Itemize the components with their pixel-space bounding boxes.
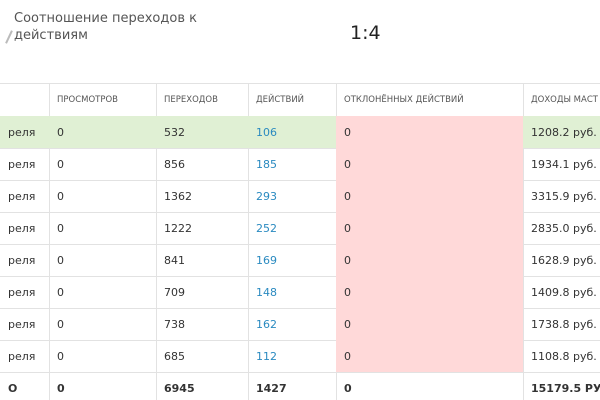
table-cell: реля [0, 276, 50, 309]
table-cell: 841 [156, 244, 249, 277]
table-cell: 1738.8 руб. [523, 308, 600, 341]
table-cell: реля [0, 340, 50, 373]
table-cell: 148 [248, 276, 337, 309]
table-cell: 3315.9 руб. [523, 180, 600, 213]
table-cell: 252 [248, 212, 337, 245]
table-cell: 1934.1 руб. [523, 148, 600, 181]
table-cell: 1108.8 руб. [523, 340, 600, 373]
ratio: 1:4 [350, 22, 381, 44]
table-cell: 0 [49, 276, 157, 309]
table-cell: 106 [248, 116, 337, 149]
table-cell: 1409.8 руб. [523, 276, 600, 309]
total-cell: О [0, 372, 50, 400]
table-cell: 0 [336, 244, 524, 277]
icon [5, 30, 13, 44]
table-cell: 0 [49, 116, 157, 149]
table-cell: 1362 [156, 180, 249, 213]
table-cell: 1222 [156, 212, 249, 245]
total-cell: 0 [49, 372, 157, 400]
table-cell: 0 [336, 340, 524, 373]
header-cell: ДОХОДЫ МАСТ [523, 83, 600, 117]
table-cell: 0 [336, 148, 524, 181]
table-cell: 0 [336, 276, 524, 309]
table-cell: 162 [248, 308, 337, 341]
header-cell: ДЕЙСТВИЙ [248, 83, 337, 117]
table-cell: 0 [336, 212, 524, 245]
table-cell: 0 [49, 244, 157, 277]
total-cell: 6945 [156, 372, 249, 400]
table-cell: реля [0, 148, 50, 181]
table-cell: 0 [49, 212, 157, 245]
table-cell: 0 [336, 180, 524, 213]
table-cell: 709 [156, 276, 249, 309]
total-cell: 1427 [248, 372, 337, 400]
total-cell: 0 [336, 372, 524, 400]
total-cell: 15179.5 РУБ. [523, 372, 600, 400]
table-cell: 1628.9 руб. [523, 244, 600, 277]
title: Соотношение переходов к действиям [14, 11, 197, 43]
table-cell: 293 [248, 180, 337, 213]
table-cell: 0 [49, 340, 157, 373]
header-cell: ПЕРЕХОДОВ [156, 83, 249, 117]
table-cell: 185 [248, 148, 337, 181]
table-cell: 169 [248, 244, 337, 277]
table-cell: реля [0, 116, 50, 149]
table-cell: реля [0, 212, 50, 245]
table-cell: 856 [156, 148, 249, 181]
header-cell: ПРОСМОТРОВ [49, 83, 157, 117]
table-cell: 532 [156, 116, 249, 149]
table-cell: реля [0, 180, 50, 213]
table-cell: 0 [49, 180, 157, 213]
table-cell: 685 [156, 340, 249, 373]
table-cell: 0 [336, 116, 524, 149]
table-cell: 0 [336, 308, 524, 341]
header-cell [0, 83, 50, 117]
table-cell: 2835.0 руб. [523, 212, 600, 245]
table-cell: 112 [248, 340, 337, 373]
table-cell: 0 [49, 148, 157, 181]
table-cell: реля [0, 244, 50, 277]
table-cell: реля [0, 308, 50, 341]
table-cell: 0 [49, 308, 157, 341]
header-cell: ОТКЛОНЁННЫХ ДЕЙСТВИЙ [336, 83, 524, 117]
table-cell: 738 [156, 308, 249, 341]
table-cell: 1208.2 руб. [523, 116, 600, 149]
